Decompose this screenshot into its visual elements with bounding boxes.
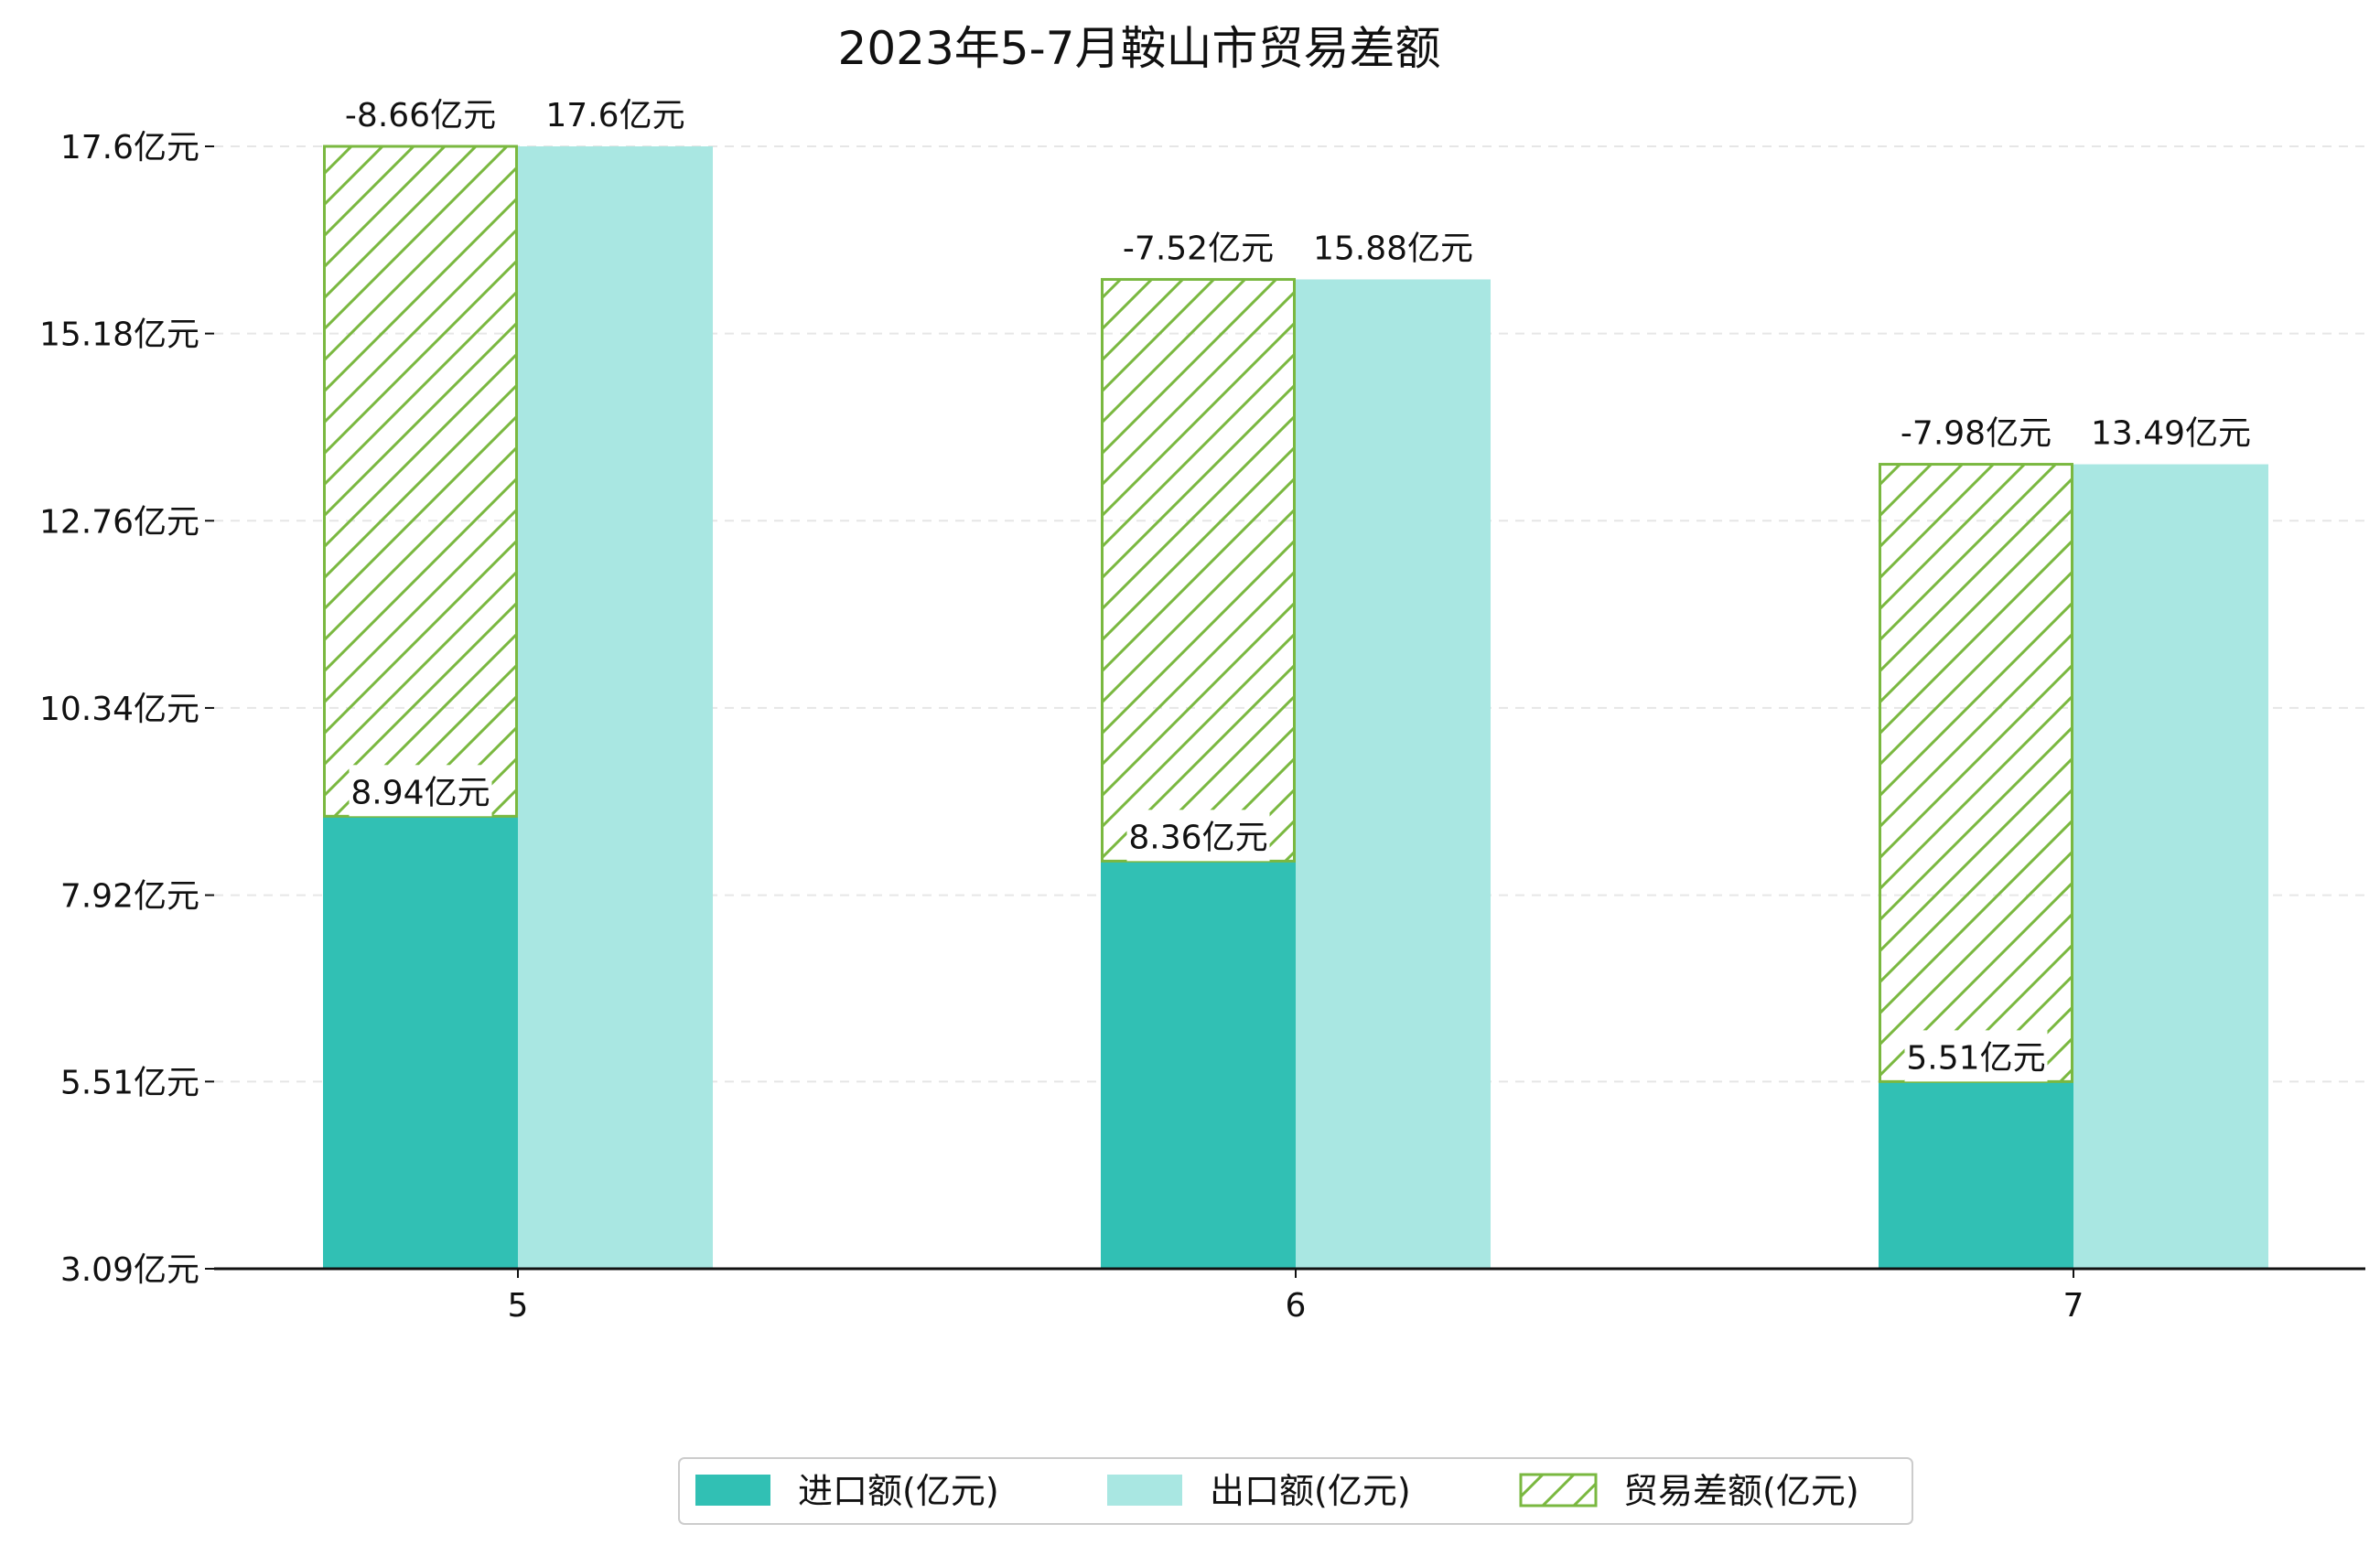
legend-frame (678, 1457, 1913, 1525)
import-value-label-bg (349, 765, 492, 817)
import-value-label-bg (1904, 1030, 2048, 1082)
import-bar (1879, 1081, 2073, 1269)
legend-swatch (1107, 1475, 1182, 1506)
export-bar (2073, 464, 2268, 1269)
y-tick-label: 17.6亿元 (60, 129, 199, 166)
balance-value-label: -7.52亿元 (1123, 230, 1274, 267)
chart-title: 2023年5-7月鞍山市贸易差额 (838, 22, 1441, 75)
import-value-label: 5.51亿元 (1906, 1039, 2045, 1077)
y-tick-label: 15.18亿元 (39, 317, 199, 354)
import-bar (323, 816, 518, 1269)
balance-value-label: -7.98亿元 (1901, 415, 2052, 453)
legend-swatch (695, 1475, 770, 1506)
balance-value-label-bg (339, 88, 502, 139)
export-value-label: 13.49亿元 (2091, 415, 2251, 453)
y-tick-label: 7.92亿元 (60, 878, 199, 916)
export-value-label-bg (2089, 405, 2253, 457)
legend-swatch (1519, 1473, 1598, 1507)
legend-label: 贸易差额(亿元) (1623, 1471, 1859, 1511)
legend: 进口额(亿元) 出口额(亿元) 贸易差额(亿元) (678, 1457, 1913, 1525)
x-tick-label: 7 (2063, 1287, 2084, 1325)
import-value-label: 8.36亿元 (1128, 819, 1267, 856)
data-labels: 8.94亿元 17.6亿元 -8.66亿元 8.36亿元 15.88亿元 -7.52亿元 5… (339, 88, 2253, 1082)
y-tick-label: 5.51亿元 (60, 1064, 199, 1101)
balance-bar (323, 145, 518, 818)
balance-value-label-bg (1116, 220, 1280, 273)
legend-label: 出口额(亿元) (1210, 1471, 1411, 1511)
import-bar (1101, 861, 1296, 1269)
y-tick-label: 3.09亿元 (60, 1251, 199, 1289)
balance-bar (1879, 463, 2073, 1083)
balance-bar (1101, 277, 1296, 863)
export-value-label-bg (1311, 220, 1475, 273)
balance-value-label-bg (1894, 405, 2058, 457)
y-tick-label: 12.76亿元 (39, 503, 199, 541)
export-bar (518, 146, 713, 1269)
x-tick-label: 5 (508, 1287, 529, 1325)
bars (323, 145, 2268, 1269)
export-value-label: 17.6亿元 (545, 97, 684, 134)
balance-value-label: -8.66亿元 (345, 97, 496, 134)
legend-label: 进口额(亿元) (798, 1471, 999, 1511)
x-tick-label: 6 (1286, 1287, 1307, 1325)
export-bar (1296, 279, 1491, 1269)
export-value-label-bg (544, 88, 687, 139)
import-value-label-bg (1126, 810, 1270, 862)
export-value-label: 15.88亿元 (1313, 230, 1473, 267)
y-tick-label: 10.34亿元 (39, 691, 199, 728)
axes: 3.09亿元 5.51亿元 7.92亿元 10.34亿元 12.76亿元 15.18亿元 1… (39, 129, 2365, 1325)
import-value-label: 8.94亿元 (350, 774, 490, 811)
